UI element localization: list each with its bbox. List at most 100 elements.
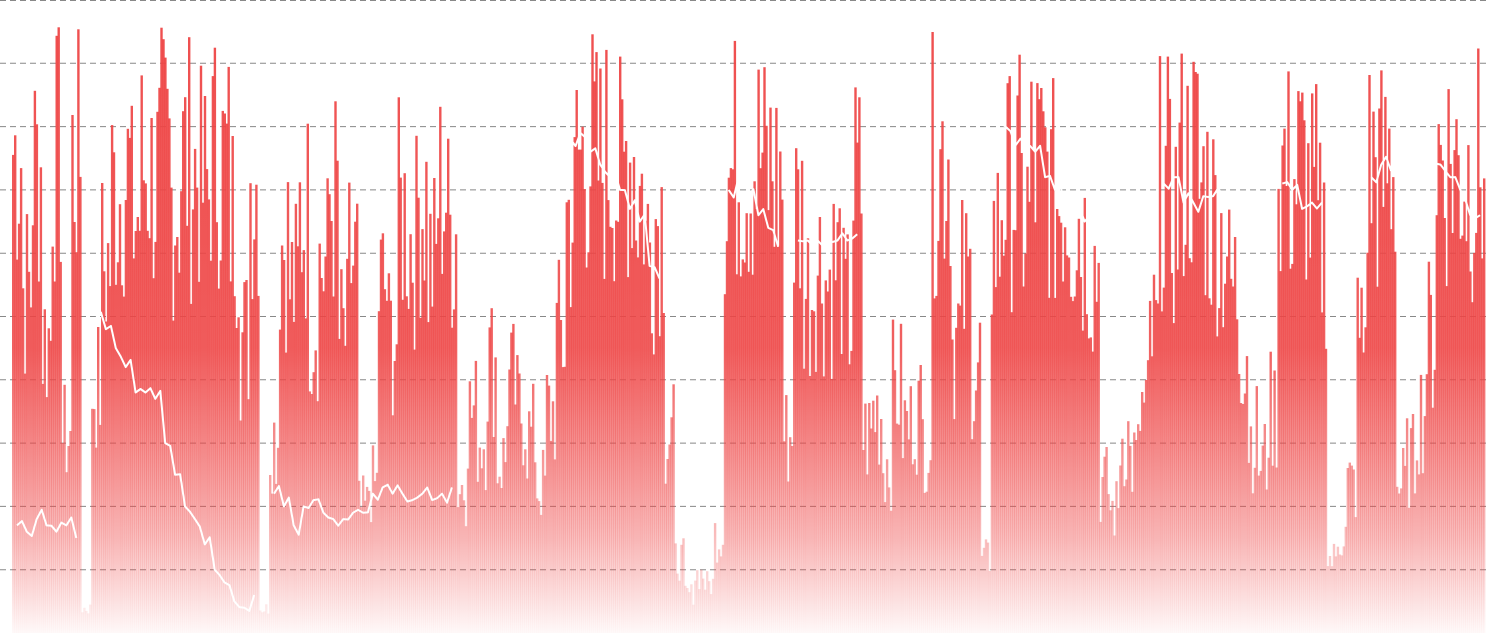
bar xyxy=(93,409,96,633)
bar xyxy=(577,149,580,633)
bar xyxy=(454,234,458,633)
bar xyxy=(302,250,305,633)
bar xyxy=(417,197,420,633)
bar xyxy=(753,181,756,633)
bar xyxy=(332,296,335,633)
bar xyxy=(789,437,792,633)
bar xyxy=(1241,404,1245,633)
bar xyxy=(55,35,58,633)
bar xyxy=(1336,546,1340,633)
bar xyxy=(1046,151,1049,633)
bar xyxy=(769,107,772,633)
bar xyxy=(188,37,191,633)
bar xyxy=(715,562,719,633)
bar xyxy=(957,303,960,633)
bar xyxy=(1409,428,1413,633)
bar xyxy=(1073,296,1077,633)
bar xyxy=(1392,177,1395,633)
bar xyxy=(83,607,86,633)
bar xyxy=(611,228,614,633)
bar xyxy=(1473,252,1476,633)
bar xyxy=(77,29,80,633)
bar xyxy=(1095,301,1098,633)
bar xyxy=(951,339,954,633)
bar xyxy=(532,383,535,633)
bar xyxy=(160,27,163,633)
bar xyxy=(1226,256,1229,633)
bar xyxy=(1303,120,1306,633)
bar xyxy=(255,184,258,633)
bar xyxy=(721,544,725,633)
bar xyxy=(373,481,377,633)
bar xyxy=(209,260,213,633)
bar xyxy=(1038,99,1041,633)
bar xyxy=(1154,300,1158,633)
bar xyxy=(106,243,110,633)
bar xyxy=(49,340,52,633)
bar xyxy=(1131,491,1134,633)
bar xyxy=(354,221,357,633)
bar xyxy=(14,135,17,633)
bar xyxy=(595,52,598,633)
bar xyxy=(609,226,612,633)
bar xyxy=(1107,494,1110,633)
bar xyxy=(658,336,661,633)
bar xyxy=(1338,554,1342,633)
line-segment xyxy=(727,168,780,248)
bar xyxy=(1018,54,1021,633)
bar xyxy=(711,578,715,633)
bar xyxy=(1374,157,1377,633)
bar xyxy=(662,313,665,633)
bar xyxy=(885,459,889,633)
bar xyxy=(468,381,472,633)
bar xyxy=(961,200,964,633)
bar xyxy=(152,278,155,633)
bar xyxy=(1228,209,1231,633)
bar xyxy=(184,97,187,633)
bar xyxy=(407,308,410,633)
bar xyxy=(652,354,655,633)
bar xyxy=(1030,81,1033,633)
bar xyxy=(518,373,521,633)
bar xyxy=(745,213,748,633)
bar xyxy=(1129,445,1132,633)
bar xyxy=(346,258,349,633)
bar xyxy=(282,260,286,633)
bar xyxy=(85,610,88,633)
bar xyxy=(874,432,877,633)
bar xyxy=(757,69,760,633)
bar xyxy=(1443,218,1446,633)
bar xyxy=(848,364,851,633)
bar xyxy=(1283,128,1286,633)
bar xyxy=(51,246,54,633)
bar xyxy=(864,403,867,633)
bar xyxy=(162,39,165,633)
bar xyxy=(969,248,972,633)
bar xyxy=(186,225,189,633)
bar xyxy=(16,259,19,633)
bar xyxy=(1295,204,1298,633)
line-segment xyxy=(935,89,948,127)
bar xyxy=(549,440,553,633)
bar xyxy=(563,366,566,633)
bar xyxy=(994,287,998,633)
bar xyxy=(824,280,827,633)
bar xyxy=(37,281,41,633)
bar xyxy=(798,288,802,633)
bar xyxy=(174,245,177,633)
bar xyxy=(1285,186,1288,633)
bar xyxy=(213,47,217,633)
bar xyxy=(974,390,978,633)
bar xyxy=(1162,287,1166,633)
bar xyxy=(719,556,723,633)
bar xyxy=(225,123,228,633)
bar xyxy=(237,317,240,633)
bar xyxy=(836,222,839,633)
bar xyxy=(492,437,495,633)
bar xyxy=(25,214,29,633)
bar xyxy=(1269,351,1272,633)
bar xyxy=(199,65,203,633)
bar xyxy=(245,280,248,633)
bar xyxy=(1135,440,1138,633)
bar xyxy=(1016,95,1019,633)
